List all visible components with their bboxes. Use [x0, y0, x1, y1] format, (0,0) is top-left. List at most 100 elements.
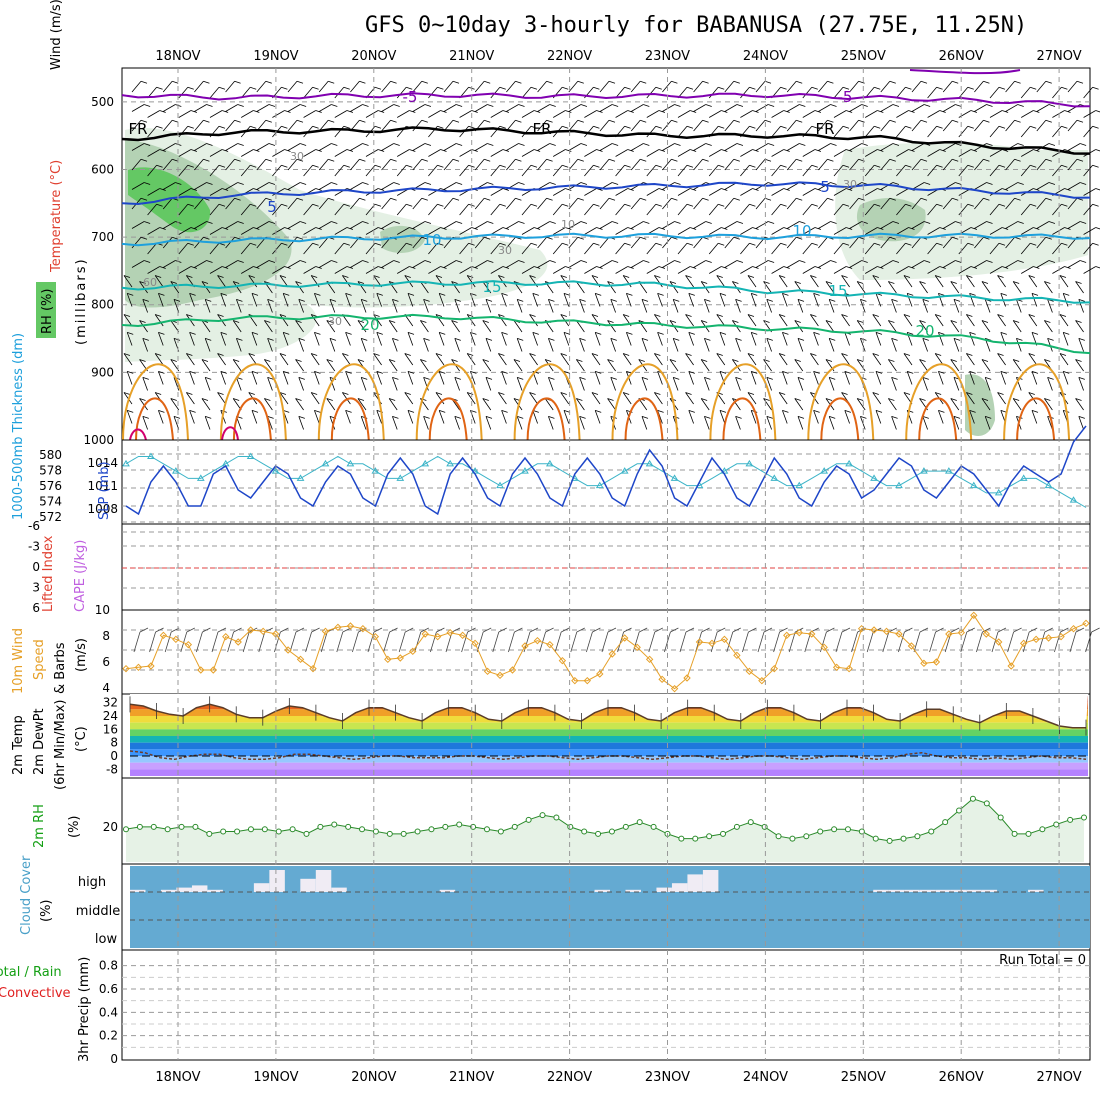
wind-barb-flag	[593, 125, 600, 129]
wind-barb-flag	[267, 298, 274, 302]
wind-barb-flag	[998, 164, 1006, 168]
wind-barb-flag	[190, 188, 198, 191]
wind-barb	[360, 416, 367, 430]
wind-barb-flag	[1045, 236, 1052, 240]
wind-barb	[319, 104, 332, 112]
wind-barb-flag	[796, 80, 803, 84]
wind-barb-flag	[437, 203, 444, 207]
wind10-marker	[446, 628, 454, 637]
wind-barb	[310, 392, 320, 405]
wind-barb-flag	[487, 260, 494, 263]
wind-barb	[646, 126, 657, 138]
wind10-barb	[492, 631, 500, 653]
wind-barb	[532, 293, 538, 307]
wind-barb	[412, 81, 423, 93]
wind-barb	[407, 293, 414, 307]
wind10-marker	[907, 642, 916, 650]
wind-barb	[818, 120, 828, 132]
wind-barb	[688, 293, 694, 307]
wind10-barb	[133, 631, 141, 653]
rh2m-marker	[359, 826, 366, 833]
wind-barb	[438, 371, 445, 385]
wind-barb-flag	[140, 80, 148, 84]
wind-barb	[782, 332, 788, 346]
wind-barb	[459, 227, 472, 235]
temp-color-band	[130, 769, 1088, 776]
wind-barb-flag	[1061, 203, 1068, 207]
wind-barb-flag	[796, 236, 803, 240]
thickness-tick-label: 574	[39, 495, 62, 509]
wind-barb-flag	[123, 275, 131, 278]
wind-barb	[693, 104, 706, 112]
wind-barb-flag	[549, 104, 556, 107]
wind-barb	[579, 416, 585, 430]
wind-barb-flag	[966, 314, 973, 317]
wind-barb	[984, 377, 991, 391]
wind-barb	[350, 260, 363, 268]
wind-barb	[397, 110, 410, 118]
wind-barb	[474, 198, 485, 210]
wind-barb-flag	[674, 221, 681, 224]
wind-barb-flag	[314, 292, 321, 296]
wind-barb-flag	[518, 143, 525, 146]
wind-barb	[927, 243, 937, 255]
rh2m-marker	[275, 828, 282, 835]
wind-barb-flag	[1044, 320, 1051, 323]
contour-line	[121, 232, 1091, 247]
wind-barb-flag	[685, 275, 692, 278]
wind-barb	[1012, 359, 1022, 372]
wind-barb-flag	[638, 359, 645, 362]
wind10-label-2: Speed	[32, 639, 47, 680]
wind-barb	[771, 204, 781, 216]
wind-barb	[813, 293, 819, 307]
wind-barb	[766, 377, 772, 391]
wind-barb-flag	[892, 182, 900, 185]
wind-barb	[584, 243, 594, 255]
wind-barb	[521, 227, 535, 235]
wind10-barb-flag	[529, 627, 539, 633]
wind-barb	[342, 275, 351, 288]
wind-barb-flag	[764, 80, 772, 84]
wind-barb-flag	[155, 353, 162, 356]
wind-barb	[295, 359, 304, 372]
wind-barb-flag	[1033, 266, 1040, 269]
wind-barb-flag	[763, 359, 770, 362]
wind-barb-flag	[813, 370, 820, 374]
wind-barb	[560, 392, 570, 405]
rh2m-marker	[803, 833, 810, 840]
wind-barb	[841, 314, 850, 327]
top-date-label: 22NOV	[547, 49, 592, 64]
wind-barb	[178, 126, 189, 138]
wind-barb-flag	[997, 275, 1004, 278]
wind-barb-flag	[284, 227, 291, 230]
wind-barb-flag	[970, 227, 978, 230]
wind-barb	[381, 81, 391, 93]
wind-barb	[849, 104, 862, 112]
rh2m-marker	[761, 823, 768, 830]
wind-barb	[818, 237, 828, 249]
wind-barb-flag	[237, 104, 244, 107]
wind-barb-flag	[752, 110, 759, 113]
wind-barb	[251, 410, 258, 424]
wind-barb-flag	[922, 337, 929, 341]
wind-barb	[1059, 353, 1069, 366]
wind-barb	[194, 120, 204, 132]
wind-barb	[334, 165, 345, 177]
wind-barb-flag	[1048, 143, 1056, 146]
wind-barb	[641, 338, 648, 352]
lifted-index-label: Lifted Index	[41, 535, 56, 612]
wind-barb-flag	[763, 320, 770, 323]
wind-barb	[272, 227, 285, 235]
wind-barb-flag	[1028, 314, 1035, 317]
wind-barb	[162, 182, 176, 190]
wind-barb-flag	[718, 164, 725, 168]
wind-barb	[688, 332, 694, 346]
wind-barb	[204, 416, 211, 430]
wind-barb-flag	[471, 266, 478, 269]
wind-barb-flag	[217, 275, 224, 278]
wind-barb	[891, 377, 897, 391]
cloud-high-bar	[315, 870, 332, 892]
wind-barb	[927, 126, 937, 138]
wind-barb-flag	[279, 314, 287, 317]
thickness-marker	[820, 467, 829, 474]
